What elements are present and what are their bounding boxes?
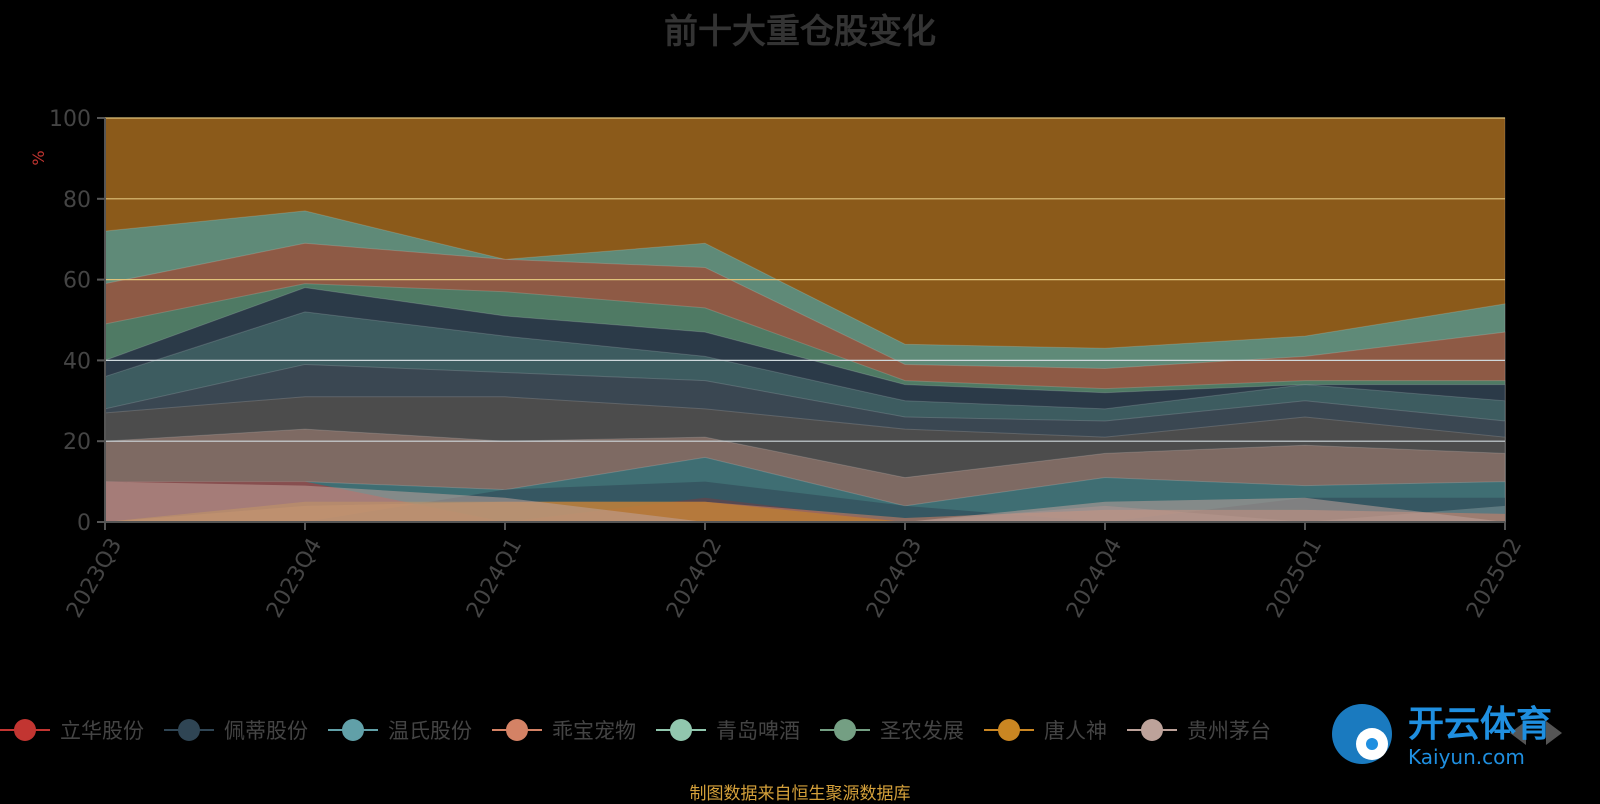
legend-label: 圣农发展 (880, 719, 964, 743)
x-tick-label: 2025Q2 (1462, 534, 1527, 622)
area-layers (104, 117, 1506, 523)
legend-label: 青岛啤酒 (716, 719, 800, 743)
grid-lines (105, 117, 1505, 442)
y-tick-label: 60 (63, 269, 91, 294)
x-tick-label: 2023Q3 (62, 534, 127, 622)
legend: 立华股份 佩蒂股份 温氏股份 乖宝宠物 青岛啤酒 圣农发展 唐人神 贵州茅台 (0, 714, 1291, 746)
y-tick-label: 100 (49, 107, 91, 132)
legend-next-page-button[interactable] (1546, 721, 1562, 745)
y-axis-label: % (29, 150, 48, 165)
legend-item[interactable]: 圣农发展 (820, 715, 964, 745)
watermark-brand: 开云体育 (1408, 704, 1552, 745)
legend-label: 立华股份 (60, 719, 144, 743)
legend-label: 贵州茅台 (1187, 719, 1271, 743)
legend-item[interactable]: 立华股份 (0, 715, 144, 745)
legend-item[interactable]: 佩蒂股份 (164, 715, 308, 745)
x-tick-label: 2024Q2 (662, 534, 727, 622)
watermark-domain: Kaiyun.com (1408, 745, 1525, 769)
y-tick-label: 40 (63, 349, 91, 374)
legend-label: 唐人神 (1044, 719, 1107, 743)
legend-item[interactable]: 温氏股份 (328, 715, 472, 745)
x-tick-label: 2025Q1 (1262, 534, 1327, 622)
legend-marker-icon (820, 718, 870, 742)
x-tick-label: 2024Q1 (462, 534, 527, 622)
watermark-logo: 开云体育 Kaiyun.com (1332, 704, 1552, 769)
legend-item[interactable]: 贵州茅台 (1127, 715, 1271, 745)
legend-prev-page-button[interactable] (1510, 721, 1526, 745)
x-tick-label: 2024Q3 (862, 534, 927, 622)
data-source-note: 制图数据来自恒生聚源数据库 (689, 784, 911, 804)
x-tick-label: 2024Q4 (1062, 534, 1127, 622)
legend-label: 温氏股份 (388, 719, 472, 743)
legend-label: 佩蒂股份 (224, 719, 308, 743)
legend-item[interactable]: 乖宝宠物 (492, 715, 636, 745)
legend-pager (1500, 718, 1572, 748)
legend-marker-icon (984, 718, 1034, 742)
series-area-7 (105, 481, 1505, 522)
legend-label: 乖宝宠物 (552, 719, 636, 743)
y-tick-label: 20 (63, 430, 91, 455)
legend-marker-icon (656, 718, 706, 742)
y-tick-label: 0 (77, 511, 91, 536)
legend-marker-icon (1127, 718, 1177, 742)
legend-item[interactable]: 青岛啤酒 (656, 715, 800, 745)
x-tick-label: 2023Q4 (262, 534, 327, 622)
legend-marker-icon (164, 718, 214, 742)
legend-marker-icon (328, 718, 378, 742)
legend-marker-icon (492, 718, 542, 742)
chart-title: 前十大重仓股变化 (664, 12, 936, 52)
y-tick-label: 80 (63, 188, 91, 213)
legend-marker-icon (0, 718, 50, 742)
legend-item[interactable]: 唐人神 (984, 715, 1107, 745)
